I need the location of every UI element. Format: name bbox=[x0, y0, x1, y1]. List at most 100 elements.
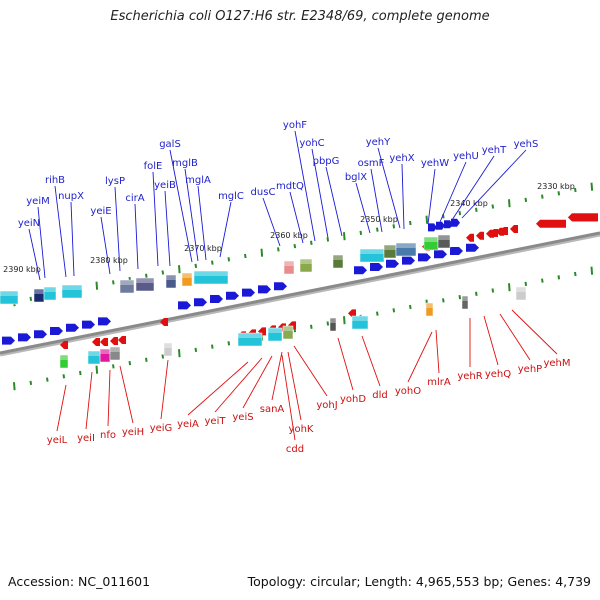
gene-label-nfo: nfo bbox=[100, 430, 116, 441]
gene-feature-block bbox=[237, 332, 263, 347]
scale-tick bbox=[326, 237, 330, 242]
scale-tick bbox=[178, 349, 181, 358]
forward-gene-arrow bbox=[242, 288, 255, 297]
kbp-label: 2380 kbp bbox=[90, 256, 128, 265]
gene-leader-line bbox=[169, 149, 193, 263]
scale-tick bbox=[95, 281, 99, 290]
kbp-label: 2360 kbp bbox=[270, 231, 308, 240]
gene-label-yehS: yehS bbox=[514, 139, 539, 150]
gene-leader-line bbox=[56, 384, 67, 432]
gene-feature-block bbox=[165, 274, 177, 289]
scale-tick bbox=[343, 316, 346, 325]
scale-tick bbox=[524, 281, 528, 287]
scale-tick bbox=[244, 253, 247, 259]
gene-label-yohO: yohO bbox=[395, 386, 421, 397]
forward-gene-arrow bbox=[178, 301, 191, 310]
gene-feature-highlight bbox=[100, 349, 110, 354]
gene-feature-block bbox=[351, 315, 369, 330]
gene-feature-highlight bbox=[426, 303, 433, 308]
scale-tick bbox=[491, 204, 495, 209]
gene-label-yeiG: yeiG bbox=[150, 423, 173, 434]
gene-feature-highlight bbox=[396, 243, 416, 248]
gene-label-mlrA: mlrA bbox=[427, 377, 451, 388]
scale-tick bbox=[211, 260, 214, 265]
reverse-gene-arrow bbox=[490, 229, 498, 237]
gene-leader-line bbox=[152, 171, 159, 267]
gene-label-yohJ: yohJ bbox=[316, 400, 337, 411]
gene-leader-line bbox=[361, 335, 381, 387]
reverse-gene-labels: yeiL yeiI nfo yeiH yeiG yeiA yeiT yeiS sanA cdd yo… bbox=[47, 309, 571, 455]
scale-tick bbox=[310, 240, 313, 245]
gene-leader-line bbox=[160, 359, 169, 420]
scale-tick bbox=[409, 220, 412, 226]
gene-label-cirA: cirA bbox=[125, 193, 144, 204]
gene-leader-line bbox=[262, 197, 281, 247]
gene-leader-line bbox=[187, 361, 249, 416]
gene-feature-highlight bbox=[330, 318, 336, 323]
gene-feature-block bbox=[299, 258, 313, 273]
gene-feature-highlight bbox=[283, 326, 293, 331]
gene-feature-block bbox=[43, 286, 57, 301]
gene-leader-line bbox=[100, 216, 111, 275]
gene-leader-line bbox=[107, 369, 111, 427]
gene-label-folE: folE bbox=[144, 161, 163, 172]
gene-leader-line bbox=[337, 337, 354, 391]
forward-gene-arrow bbox=[98, 317, 111, 326]
gene-leader-line bbox=[499, 313, 531, 361]
gene-leader-line bbox=[85, 371, 93, 430]
forward-gene-arrow bbox=[226, 291, 239, 300]
scale-tick bbox=[194, 263, 198, 269]
gene-label-yehQ: yehQ bbox=[485, 369, 511, 380]
gene-feature-highlight bbox=[62, 285, 82, 290]
gene-leader-line bbox=[427, 168, 436, 225]
gene-label-yehX: yehX bbox=[389, 153, 414, 164]
gene-feature-block bbox=[395, 242, 417, 257]
gene-feature-highlight bbox=[300, 259, 312, 264]
gene-feature-block bbox=[135, 277, 155, 292]
gene-leader-line bbox=[370, 168, 383, 233]
scale-tick bbox=[541, 194, 544, 199]
gene-label-mglC: mglC bbox=[218, 191, 244, 202]
kbp-label: 2350 kbp bbox=[360, 215, 398, 224]
gene-feature-highlight bbox=[120, 280, 134, 285]
gene-leader-line bbox=[134, 203, 139, 270]
gene-leader-line bbox=[407, 331, 433, 383]
forward-gene-arrow bbox=[274, 282, 287, 291]
gene-leader-line bbox=[54, 185, 67, 278]
gene-label-yeiE: yeiE bbox=[90, 206, 111, 217]
scale-tick bbox=[112, 280, 115, 285]
gene-feature-highlight bbox=[424, 237, 438, 242]
gene-feature-highlight bbox=[34, 289, 44, 294]
scale-tick bbox=[491, 288, 495, 293]
scale-tick bbox=[29, 380, 33, 386]
scale-tick bbox=[458, 210, 462, 216]
scale-tick bbox=[574, 271, 577, 277]
forward-gene-arrow bbox=[258, 285, 271, 294]
gene-leader-line bbox=[70, 201, 75, 277]
gene-label-yeiB: yeiB bbox=[154, 180, 176, 191]
gene-label-dld: dld bbox=[372, 390, 387, 401]
scale-tick bbox=[376, 227, 379, 232]
reverse-gene-arrow bbox=[60, 341, 68, 349]
gene-label-yeiM: yeiM bbox=[26, 196, 49, 207]
scale-tick bbox=[128, 360, 132, 366]
gene-label-yeiL: yeiL bbox=[47, 435, 68, 446]
kbp-label: 2330 kbp bbox=[537, 182, 575, 191]
gene-label-mdtQ: mdtQ bbox=[276, 181, 304, 192]
scale-tick bbox=[260, 248, 264, 257]
gene-label-mglB: mglB bbox=[172, 158, 198, 169]
gene-leader-line bbox=[294, 130, 316, 242]
gene-feature-highlight bbox=[238, 333, 262, 338]
reverse-gene-arrow bbox=[100, 338, 108, 346]
forward-gene-arrow bbox=[82, 320, 95, 329]
gene-feature-block bbox=[0, 290, 19, 305]
gene-leader-line bbox=[355, 182, 371, 234]
gene-label-mglA: mglA bbox=[185, 175, 211, 186]
scale-tick bbox=[574, 187, 577, 193]
gene-label-yehM: yehM bbox=[543, 358, 570, 369]
scale-tick bbox=[392, 308, 396, 313]
gene-leader-line bbox=[289, 191, 304, 244]
